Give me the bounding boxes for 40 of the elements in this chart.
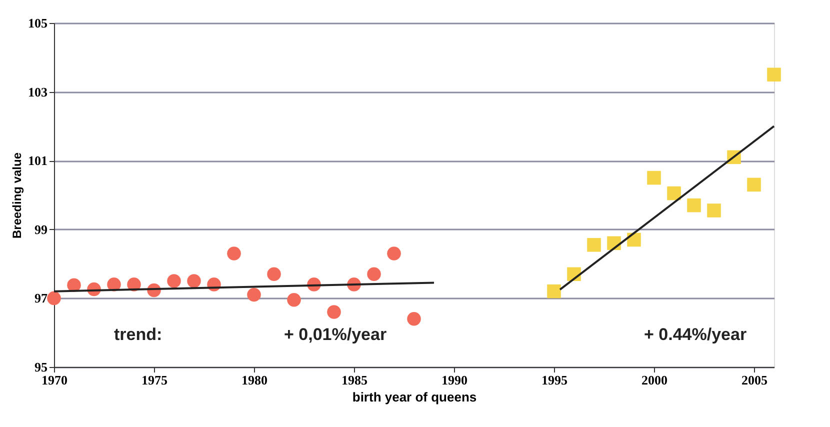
x-tick-label: 1975	[142, 372, 168, 388]
point	[187, 274, 201, 288]
point	[767, 68, 781, 82]
x-tick-label: 1980	[242, 372, 268, 388]
point	[647, 170, 661, 185]
point	[67, 278, 81, 292]
y-axis-title: Breeding value	[10, 152, 24, 239]
x-tick-label: 1985	[342, 372, 368, 388]
point	[247, 288, 261, 302]
point	[667, 186, 681, 200]
x-tick-label: 2005	[742, 372, 768, 388]
point	[167, 274, 181, 288]
point	[747, 178, 761, 192]
y-tick-label: 103	[28, 84, 48, 100]
point	[367, 267, 381, 281]
point	[387, 246, 401, 260]
annotation: trend:	[114, 325, 162, 344]
point	[47, 291, 61, 306]
point	[707, 204, 721, 218]
x-tick-label: 1970	[42, 372, 68, 388]
point	[287, 293, 301, 307]
x-tick-label: 2000	[642, 372, 668, 388]
x-axis-title: birth year of queens	[352, 390, 477, 404]
y-tick-label: 105	[28, 16, 48, 30]
point	[407, 312, 421, 326]
point	[547, 284, 561, 298]
point	[587, 238, 601, 252]
annotation: + 0.44%/year	[644, 325, 747, 344]
point	[327, 305, 341, 319]
point	[687, 198, 701, 212]
x-tick-label: 1995	[542, 372, 568, 388]
x-tick-label: 1990	[442, 372, 468, 388]
point	[627, 232, 641, 247]
y-tick-label: 97	[34, 290, 48, 306]
y-tick-label: 101	[28, 153, 48, 168]
point	[227, 246, 241, 260]
y-tick-label: 99	[34, 222, 48, 237]
annotation: + 0,01%/year	[284, 325, 387, 344]
point	[267, 267, 281, 281]
y-tick-label: 95	[34, 360, 48, 374]
